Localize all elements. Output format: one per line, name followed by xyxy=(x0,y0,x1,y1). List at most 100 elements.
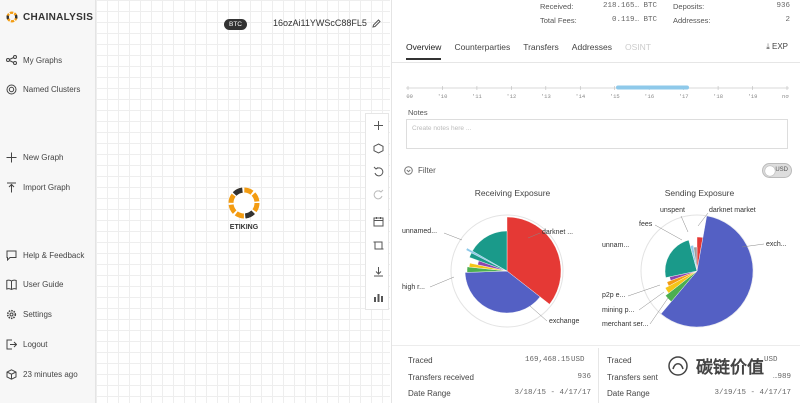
pie-slice-darknet[interactable] xyxy=(506,216,562,305)
deposits-label: Deposits: xyxy=(673,2,705,11)
brand-logo[interactable]: CHAINALYSIS xyxy=(6,11,93,23)
pie-slice-p2p[interactable] xyxy=(666,270,698,287)
right-traced-unit: USD xyxy=(764,356,778,364)
filter-toggle[interactable]: Filter xyxy=(404,166,436,175)
timeline-tick-label: '15 xyxy=(610,93,620,100)
export-button[interactable]: ⤓ EXP xyxy=(766,42,788,52)
pie-slice-unnamed[interactable] xyxy=(664,239,698,278)
download-button[interactable] xyxy=(366,260,390,282)
tab-addresses[interactable]: Addresses xyxy=(571,42,612,52)
left-range-value: 3/18/15 - 4/17/17 xyxy=(514,389,591,397)
summary-divider xyxy=(392,345,800,346)
label-fees: fees xyxy=(639,221,653,228)
plus-icon xyxy=(373,120,383,130)
label-exchange: exchange xyxy=(549,318,580,325)
summary-column-divider xyxy=(598,348,599,403)
sidebar-item-user-guide[interactable]: User Guide xyxy=(6,279,63,290)
sidebar-item-named-clusters[interactable]: Named Clusters xyxy=(6,84,80,95)
label-unspent: unspent xyxy=(660,207,685,214)
plus-icon xyxy=(6,152,17,163)
sidebar-item-import-graph[interactable]: Import Graph xyxy=(6,182,70,193)
stats-button[interactable] xyxy=(366,286,390,308)
sidebar-item-logout[interactable]: Logout xyxy=(6,339,47,350)
label-p2p: p2p e... xyxy=(602,292,626,299)
bar-chart-icon xyxy=(373,293,383,302)
sidebar-item-label: 23 minutes ago xyxy=(23,370,78,379)
sidebar-item-last-saved: 23 minutes ago xyxy=(6,369,78,380)
watermark: 碳链价值 xyxy=(666,353,764,378)
left-range-label: Date Range xyxy=(408,389,451,398)
pie-slice-unnamed[interactable] xyxy=(469,230,508,272)
pie-slice-other[interactable] xyxy=(465,247,508,272)
fees-label: Total Fees: xyxy=(540,16,577,25)
pie-slice-unspent[interactable] xyxy=(693,246,698,272)
label-darknet: darknet ... xyxy=(542,229,574,236)
pie-slice-fees[interactable] xyxy=(690,245,698,272)
right-transfers-label: Transfers sent xyxy=(607,373,658,382)
sidebar-item-label: Import Graph xyxy=(23,183,71,192)
usd-toggle[interactable]: USD xyxy=(762,163,792,178)
address-title: 16ozAi11YWScC88FL5 xyxy=(273,18,381,28)
tab-osint[interactable]: OSINT xyxy=(624,42,651,52)
timeline-tick-label: '11 xyxy=(472,93,483,100)
addresses-label: Addresses: xyxy=(673,16,711,25)
sidebar-item-label: Help & Feedback xyxy=(23,251,85,260)
pie-slice-high-risk-green[interactable] xyxy=(466,266,508,273)
left-traced-unit: USD xyxy=(571,356,585,364)
sidebar-item-settings[interactable]: Settings xyxy=(6,309,52,320)
download-icon xyxy=(373,266,383,276)
pie-slice-exchange[interactable] xyxy=(660,215,754,328)
watermark-text: 碳链价值 xyxy=(696,358,764,378)
fit-view-button[interactable] xyxy=(366,234,390,256)
hexagon-icon xyxy=(373,142,383,154)
label-merchant: merchant ser... xyxy=(602,321,649,328)
right-range-label: Date Range xyxy=(607,389,650,398)
calendar-button[interactable] xyxy=(366,210,390,232)
pie-slice-exchange[interactable] xyxy=(464,270,541,314)
left-traced-label: Traced xyxy=(408,356,433,365)
tab-transfers[interactable]: Transfers xyxy=(523,42,559,52)
sidebar-item-label: Logout xyxy=(23,340,48,349)
usd-toggle-label: USD xyxy=(775,167,788,173)
pencil-icon[interactable] xyxy=(372,18,381,28)
pie-slice-mining[interactable] xyxy=(664,270,698,294)
right-range-value: 3/19/15 - 4/17/17 xyxy=(714,389,791,397)
wechat-logo-icon xyxy=(668,355,688,376)
sidebar-item-label: User Guide xyxy=(23,280,64,289)
sidebar: CHAINALYSIS My Graphs Named Clusters New… xyxy=(0,0,96,403)
export-label: EXP xyxy=(771,42,788,51)
timeline-slider[interactable]: '09 '10 '11 '12 '13 '14 '15 '16 '17 '18 '19 now xyxy=(406,84,789,104)
timeline-tick-label: '19 xyxy=(748,93,758,100)
pie-slice-merchant[interactable] xyxy=(665,270,698,302)
tab-overview[interactable]: Overview xyxy=(406,42,442,60)
sending-exposure-chart xyxy=(640,214,754,328)
timeline-tick-label: '17 xyxy=(679,93,689,100)
timeline-tick-label: '10 xyxy=(438,93,448,100)
graph-icon xyxy=(6,55,17,65)
label-unnamed: unnam... xyxy=(602,242,630,249)
sidebar-item-label: New Graph xyxy=(23,153,64,162)
details-panel: Received: 218.165… BTC Total Fees: 0.119… xyxy=(391,0,800,403)
sidebar-item-my-graphs[interactable]: My Graphs xyxy=(6,55,62,65)
gear-icon xyxy=(6,309,17,320)
timeline-selection[interactable] xyxy=(616,85,689,90)
sidebar-item-new-graph[interactable]: New Graph xyxy=(6,152,63,163)
timeline-tick-label: now xyxy=(782,93,789,100)
tab-divider xyxy=(392,62,800,63)
pie-guide-ring xyxy=(450,214,564,328)
filter-icon xyxy=(404,166,413,175)
add-tool-button[interactable] xyxy=(366,114,390,136)
cluster-tool-button[interactable] xyxy=(366,137,390,159)
receiving-leader-lines xyxy=(429,232,548,322)
graph-node[interactable] xyxy=(227,186,261,220)
received-label: Received: xyxy=(540,2,574,11)
redo-button[interactable] xyxy=(366,183,390,205)
sidebar-item-help-feedback[interactable]: Help & Feedback xyxy=(6,250,84,261)
timeline-tick-label: '09 xyxy=(406,93,413,100)
chat-icon xyxy=(6,250,17,261)
notes-input[interactable]: Create notes here ... xyxy=(406,119,788,149)
tab-counterparties[interactable]: Counterparties xyxy=(454,42,511,52)
timeline-tick-label: '14 xyxy=(575,93,586,100)
label-mining: mining p... xyxy=(602,307,635,314)
undo-button[interactable] xyxy=(366,160,390,182)
